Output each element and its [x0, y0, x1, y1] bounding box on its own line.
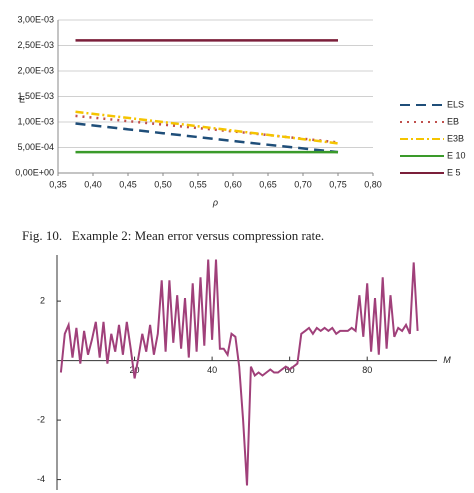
- x-tick-label: 80: [362, 365, 372, 375]
- x-tick-label: 0,55: [189, 179, 207, 189]
- y-tick-label: -4: [37, 474, 45, 484]
- legend-label: E 10: [447, 150, 466, 160]
- x-axis-label: M: [443, 355, 451, 365]
- x-axis-label: ρ: [212, 197, 218, 207]
- x-tick-label: 0,80: [364, 179, 382, 189]
- x-tick-label: 0,60: [224, 179, 242, 189]
- y-tick-label: 2,00E-03: [17, 65, 54, 75]
- caption: Fig. 10. Example 2: Mean error versus co…: [22, 228, 324, 243]
- legend-label: ELS: [447, 99, 464, 109]
- x-tick-label: 0,45: [119, 179, 137, 189]
- y-tick-label: 1,50E-03: [17, 91, 54, 101]
- series-line: [59, 259, 419, 486]
- x-tick-label: 0,35: [49, 179, 67, 189]
- x-tick-label: 0,50: [154, 179, 172, 189]
- legend-label: E3B: [447, 133, 464, 143]
- legend-label: E 5: [447, 167, 461, 177]
- y-tick-label: 1,00E-03: [17, 116, 54, 126]
- x-tick-label: 0,75: [329, 179, 347, 189]
- y-axis-label: E: [19, 94, 25, 104]
- x-tick-label: 0,40: [84, 179, 102, 189]
- y-tick-label: -2: [37, 414, 45, 424]
- x-tick-label: 40: [207, 365, 217, 375]
- y-tick-label: 0,00E+00: [15, 167, 54, 177]
- legend-label: EB: [447, 116, 459, 126]
- y-tick-label: 2,50E-03: [17, 40, 54, 50]
- x-tick-label: 20: [130, 365, 140, 375]
- series-line: [75, 122, 339, 154]
- series-line: [75, 114, 339, 144]
- y-tick-label: 5,00E-04: [17, 142, 54, 152]
- x-tick-label: 0,70: [294, 179, 312, 189]
- y-tick-label: 2: [40, 295, 45, 305]
- series-line: [75, 110, 339, 145]
- x-tick-label: 0,65: [259, 179, 277, 189]
- y-tick-label: 3,00E-03: [17, 14, 54, 24]
